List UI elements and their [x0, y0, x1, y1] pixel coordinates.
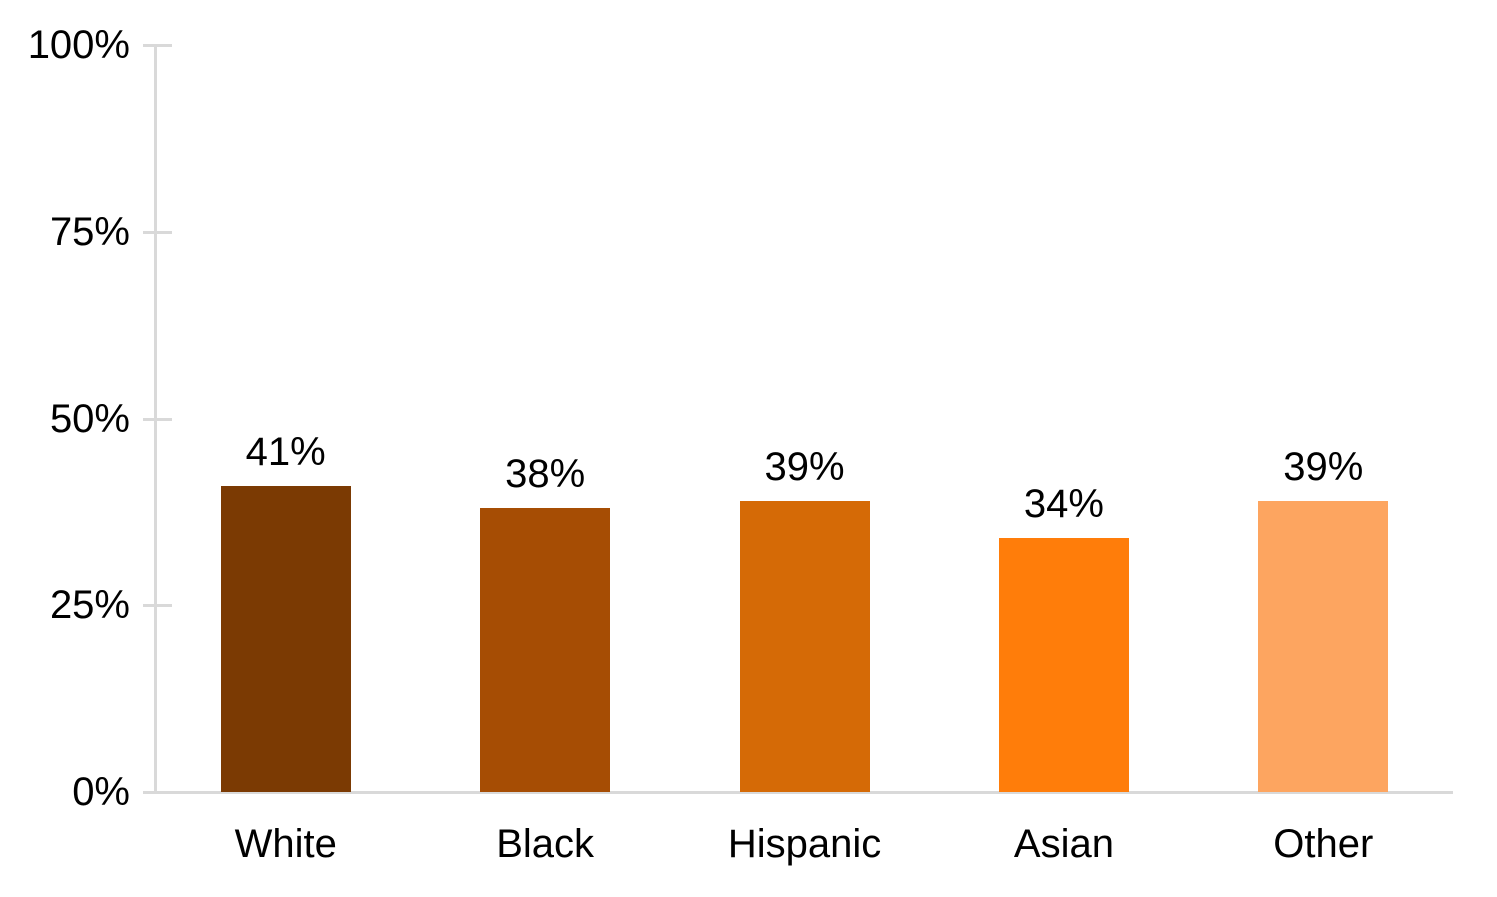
y-axis-tick-label: 75% [49, 209, 130, 254]
y-axis-tick-label: 50% [49, 396, 130, 441]
x-axis-labels: White Black Hispanic Asian Other [156, 820, 1453, 868]
y-axis-tick-label: 0% [72, 770, 130, 814]
bar-slot: 34% [934, 45, 1193, 792]
y-axis-tick [143, 791, 172, 794]
x-axis-category-label: Black [496, 822, 595, 866]
y-axis-tick-label: 25% [49, 583, 130, 628]
bar-value-label: 38% [505, 452, 586, 497]
bar-asian: 34% [998, 482, 1129, 792]
bar-slot: 39% [1194, 45, 1453, 792]
bars-row: 41% 38% 39% 34% 39% [156, 45, 1453, 792]
bar-black: 38% [480, 452, 611, 792]
bar-other: 39% [1258, 445, 1389, 792]
bar-value-label: 34% [1023, 482, 1104, 527]
x-axis-line [143, 791, 1453, 794]
bar-slot: 41% [156, 45, 415, 792]
plot-area: 41% 38% 39% 34% 39% [143, 44, 1453, 794]
bar-value-label: 41% [245, 429, 326, 474]
y-axis-tick [143, 44, 172, 47]
bar-hispanic: 39% [739, 445, 870, 792]
bar-white: 41% [220, 430, 351, 792]
y-axis-labels: 0% 25% 50% 75% 100% [0, 23, 130, 814]
bar-value-label: 39% [764, 444, 845, 489]
x-axis-category-label: Asian [1013, 822, 1114, 866]
y-axis-tick [143, 230, 172, 234]
bar-slot: 38% [415, 45, 674, 792]
bar-slot: 39% [675, 45, 934, 792]
y-axis-tick-label: 100% [27, 23, 130, 67]
x-axis-category-label: Other [1273, 822, 1374, 866]
y-axis-tick [143, 604, 172, 608]
y-axis-tick [143, 417, 172, 421]
x-axis-category-label: Hispanic [727, 822, 882, 866]
x-axis-category-label: White [234, 822, 337, 866]
bar-value-label: 39% [1283, 444, 1364, 489]
